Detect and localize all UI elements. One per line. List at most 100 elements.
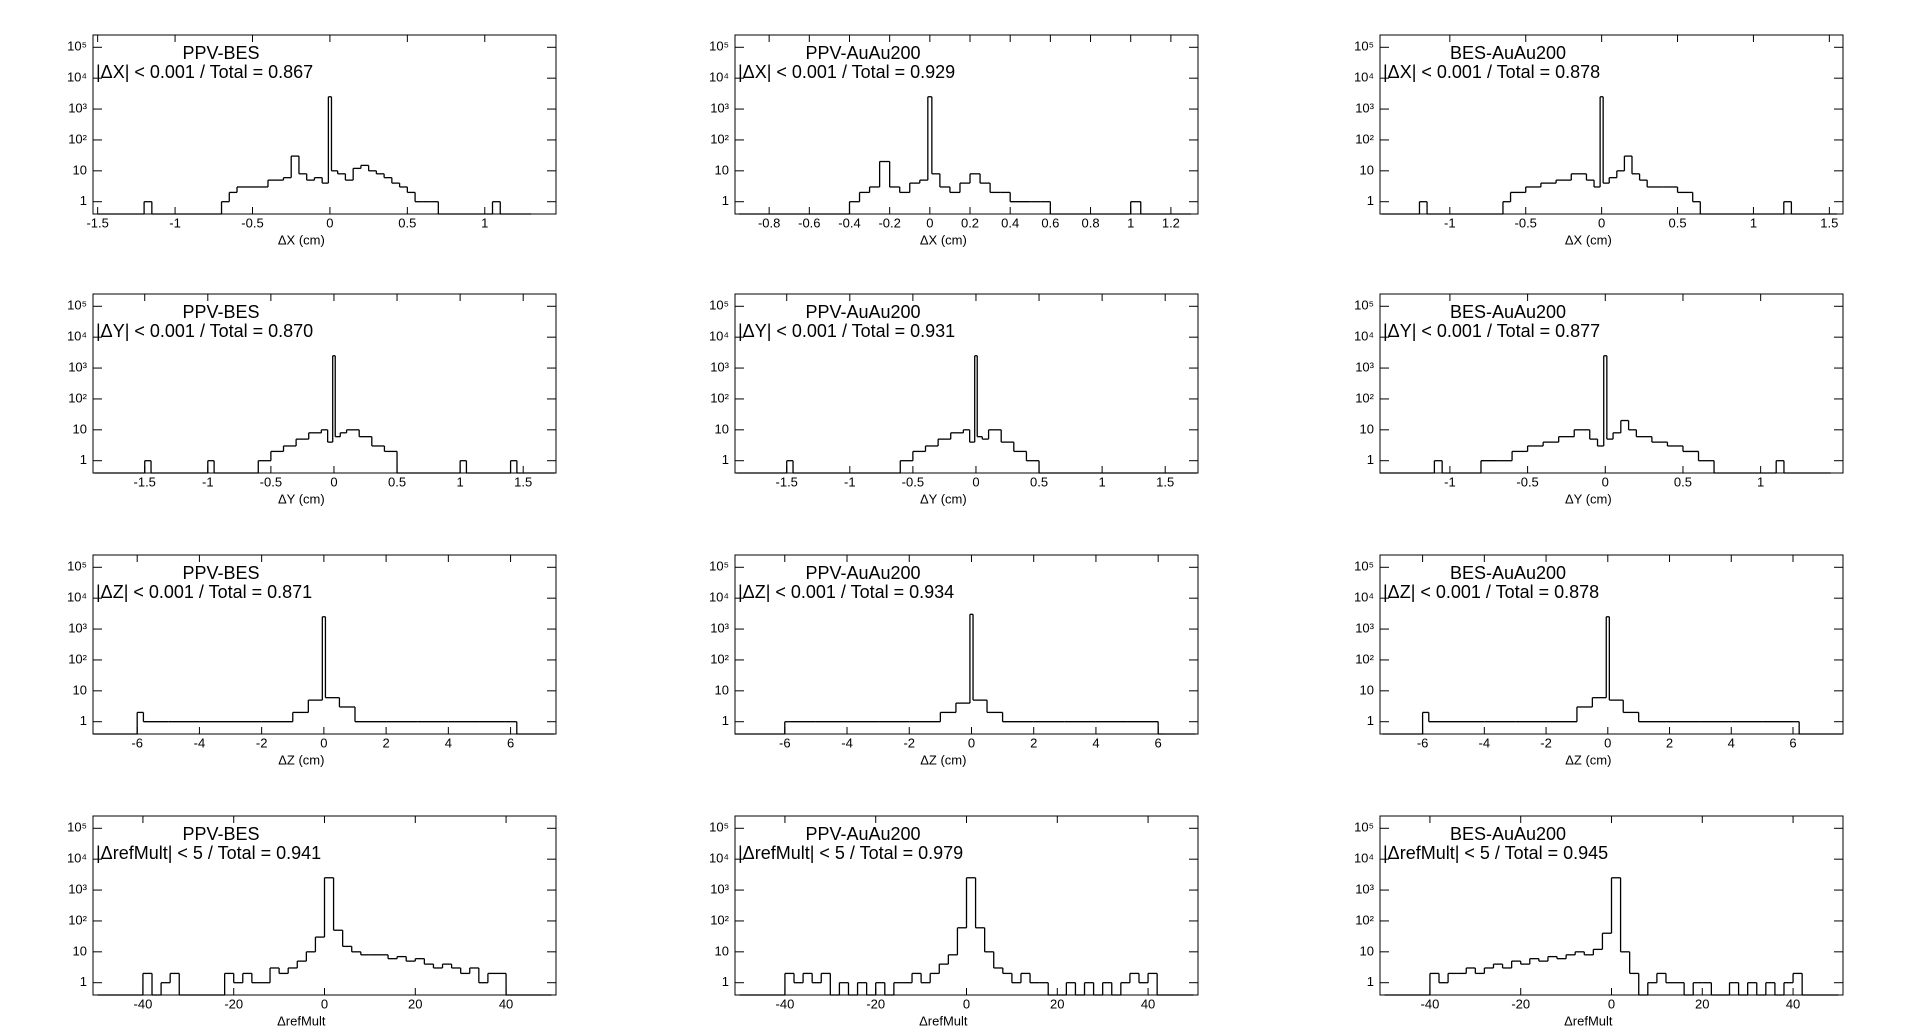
x-axis-label: ΔX (cm) (920, 232, 967, 247)
annotation: |ΔZ| < 0.001 / Total = 0.871 (96, 582, 312, 602)
y-tick-label: 10 (73, 682, 87, 697)
y-tick-label: 10 (73, 162, 87, 177)
annotation: |ΔX| < 0.001 / Total = 0.878 (1383, 62, 1600, 82)
y-tick-label: 10 (73, 421, 87, 436)
x-tick-label: 1 (1750, 215, 1757, 230)
y-tick-label: 1 (722, 974, 729, 989)
annotation: |ΔY| < 0.001 / Total = 0.870 (96, 321, 313, 341)
y-tick-label: 10² (710, 651, 729, 666)
annotation: |ΔY| < 0.001 / Total = 0.877 (1383, 321, 1600, 341)
x-tick-label: 1 (1099, 474, 1106, 489)
y-tick-label: 1 (80, 713, 87, 728)
y-tick-label: 10 (715, 421, 729, 436)
x-tick-label: -0.5 (260, 474, 282, 489)
y-tick-label: 10⁵ (709, 820, 729, 835)
x-tick-label: 20 (1050, 996, 1064, 1011)
y-tick-label: 10⁵ (67, 298, 87, 313)
y-tick-label: 10² (68, 651, 87, 666)
x-tick-label: -0.5 (1516, 474, 1538, 489)
x-tick-label: 1.5 (1820, 215, 1838, 230)
y-tick-label: 10⁵ (1354, 39, 1374, 54)
x-tick-label: 40 (1141, 996, 1155, 1011)
y-tick-label: 1 (80, 452, 87, 467)
x-tick-label: 1.5 (514, 474, 532, 489)
x-tick-label: 1.2 (1162, 215, 1180, 230)
x-tick-label: -0.6 (798, 215, 820, 230)
y-tick-label: 10⁴ (709, 329, 729, 344)
y-tick-label: 1 (80, 193, 87, 208)
y-tick-label: 10³ (1355, 359, 1374, 374)
x-tick-label: -1 (1444, 215, 1456, 230)
y-tick-label: 10 (73, 943, 87, 958)
x-tick-label: -1 (1444, 474, 1456, 489)
x-tick-label: 0.5 (1674, 474, 1692, 489)
x-tick-label: -6 (1417, 735, 1429, 750)
y-tick-label: 10³ (710, 359, 729, 374)
panel-title: PPV-AuAu200 (805, 302, 920, 322)
x-tick-label: 0 (1602, 474, 1609, 489)
x-axis-label: ΔY (cm) (1565, 491, 1612, 506)
annotation: |ΔrefMult| < 5 / Total = 0.945 (1383, 843, 1608, 863)
y-tick-label: 10⁵ (709, 39, 729, 54)
x-tick-label: -4 (194, 735, 206, 750)
panel-title: BES-AuAu200 (1450, 563, 1566, 583)
x-tick-label: 0.8 (1081, 215, 1099, 230)
y-tick-label: 10² (710, 912, 729, 927)
x-tick-label: -1 (202, 474, 214, 489)
y-tick-label: 10² (68, 912, 87, 927)
x-tick-label: -0.5 (902, 474, 924, 489)
x-tick-label: 6 (1789, 735, 1796, 750)
x-tick-label: -0.2 (878, 215, 900, 230)
x-axis-label: ΔY (cm) (920, 491, 967, 506)
plot-frame (734, 34, 1199, 215)
y-tick-label: 10⁵ (709, 559, 729, 574)
y-tick-label: 10³ (1355, 620, 1374, 635)
x-tick-label: 0 (330, 474, 337, 489)
y-tick-label: 10 (715, 682, 729, 697)
x-tick-label: -0.5 (1515, 215, 1537, 230)
y-tick-label: 10⁴ (67, 590, 87, 605)
x-tick-label: 6 (1155, 735, 1162, 750)
y-tick-label: 10⁴ (67, 70, 87, 85)
x-tick-label: 0.5 (398, 215, 416, 230)
y-tick-label: 10⁴ (709, 70, 729, 85)
x-tick-label: 0 (326, 215, 333, 230)
x-tick-label: -40 (776, 996, 795, 1011)
x-tick-label: 0 (972, 474, 979, 489)
x-tick-label: -4 (1479, 735, 1491, 750)
plot-frame (734, 554, 1199, 735)
y-tick-label: 10³ (68, 881, 87, 896)
x-tick-label: 40 (1786, 996, 1800, 1011)
y-tick-label: 1 (1367, 193, 1374, 208)
x-tick-label: 20 (408, 996, 422, 1011)
y-tick-label: 10³ (68, 100, 87, 115)
panel-title: PPV-AuAu200 (805, 563, 920, 583)
x-tick-label: 0 (926, 215, 933, 230)
panel-title: BES-AuAu200 (1450, 302, 1566, 322)
y-tick-label: 10⁵ (67, 39, 87, 54)
x-tick-label: -1.5 (134, 474, 156, 489)
x-tick-label: 6 (507, 735, 514, 750)
x-tick-label: -2 (1540, 735, 1552, 750)
y-tick-label: 10² (1355, 390, 1374, 405)
y-tick-label: 10⁵ (67, 559, 87, 574)
x-tick-label: -4 (841, 735, 853, 750)
x-tick-label: 0.5 (388, 474, 406, 489)
y-tick-label: 10⁴ (1354, 70, 1374, 85)
x-tick-label: -1.5 (776, 474, 798, 489)
y-tick-label: 1 (80, 974, 87, 989)
y-tick-label: 10⁴ (1354, 590, 1374, 605)
panel-title: PPV-AuAu200 (805, 824, 920, 844)
x-tick-label: 4 (1728, 735, 1735, 750)
y-tick-label: 10⁴ (709, 590, 729, 605)
x-tick-label: 0.5 (1668, 215, 1686, 230)
plot-frame (92, 34, 557, 215)
x-tick-label: 0 (321, 996, 328, 1011)
y-tick-label: 1 (1367, 974, 1374, 989)
y-tick-label: 10 (715, 162, 729, 177)
x-tick-label: 0 (963, 996, 970, 1011)
annotation: |ΔrefMult| < 5 / Total = 0.941 (96, 843, 321, 863)
x-tick-label: 1 (1127, 215, 1134, 230)
annotation: |ΔZ| < 0.001 / Total = 0.934 (738, 582, 954, 602)
